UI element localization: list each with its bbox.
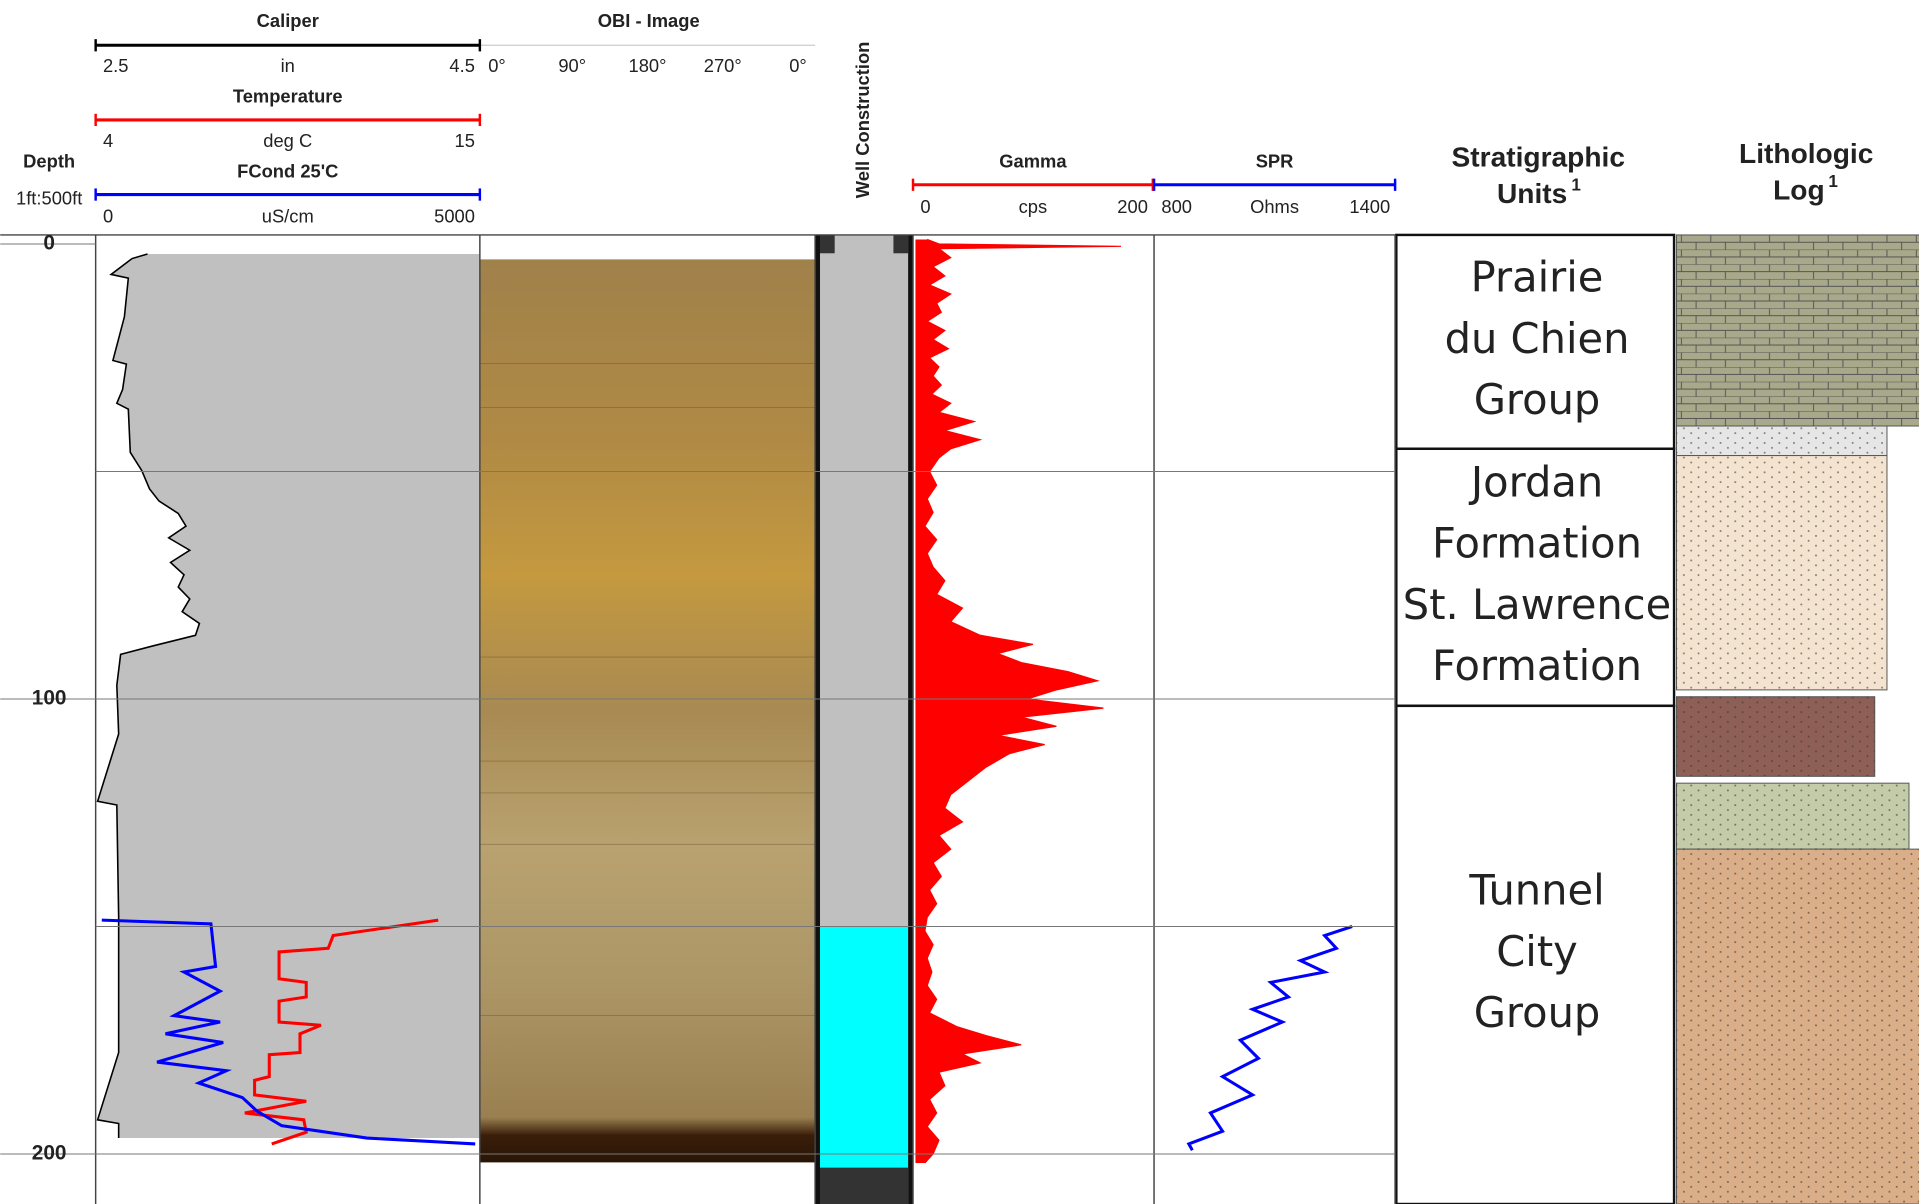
- depth-title: Depth: [23, 151, 75, 172]
- track-title: Caliper: [257, 10, 319, 31]
- y-tick-label: 0: [43, 232, 55, 255]
- strat-title: Stratigraphic: [1452, 142, 1625, 173]
- well-title: Well Construction: [852, 42, 873, 199]
- x-tick-label: 0°: [789, 55, 807, 76]
- litho-pattern: [1676, 426, 1887, 456]
- x-tick-label: 90°: [558, 55, 586, 76]
- x-tick-label: 4: [103, 130, 113, 151]
- strat-label: Group: [1474, 988, 1601, 1037]
- curve: [101, 918, 476, 1146]
- litho-pattern: [1676, 783, 1909, 850]
- x-tick-label: 4.5: [449, 55, 475, 76]
- strat-label: City: [1496, 927, 1578, 976]
- strat-label: du Chien: [1445, 314, 1630, 363]
- unit-label: cps: [1019, 196, 1048, 217]
- unit-label: uS/cm: [262, 206, 314, 227]
- strat-label: Formation: [1432, 641, 1642, 690]
- x-tick-label: 0: [103, 206, 113, 227]
- footnote-mark: 1: [1571, 175, 1581, 195]
- strat-label: Prairie: [1471, 253, 1604, 302]
- strat-unit: [1395, 704, 1676, 1204]
- y-tick-label: 200: [32, 1141, 67, 1164]
- curve: [244, 918, 439, 1146]
- curve: [96, 253, 201, 1139]
- litho-pattern: [1676, 849, 1919, 1204]
- curve: [924, 238, 1122, 1164]
- strat-label: St. Lawrence: [1403, 580, 1671, 629]
- strat-label: Group: [1474, 375, 1601, 424]
- x-tick-label: 800: [1161, 196, 1192, 217]
- litho-pattern: [1676, 696, 1875, 777]
- x-tick-label: 0: [920, 196, 930, 217]
- strat-label: Formation: [1432, 519, 1642, 568]
- gamma-fill: [915, 239, 1122, 1164]
- track-title: Gamma: [999, 151, 1067, 172]
- strat-title: Units: [1497, 178, 1567, 209]
- track-title: Temperature: [233, 86, 343, 107]
- well-interval: [820, 1167, 909, 1204]
- unit-label: in: [281, 55, 295, 76]
- footnote-mark: 1: [1828, 171, 1838, 191]
- unit-label: Ohms: [1250, 196, 1299, 217]
- well-interval: [820, 234, 909, 927]
- well-cap: [820, 234, 835, 254]
- litho-pattern: [1676, 234, 1919, 427]
- obi-image: [479, 259, 816, 1163]
- caliper-fill: [97, 254, 480, 1139]
- track-title: FCond 25'C: [237, 160, 338, 181]
- x-tick-label: 5000: [434, 206, 475, 227]
- x-tick-label: 180°: [629, 55, 667, 76]
- well-interval: [820, 926, 909, 1168]
- strat-label: Jordan: [1468, 458, 1603, 507]
- x-tick-label: 270°: [704, 55, 742, 76]
- unit-label: deg C: [263, 130, 312, 151]
- y-tick-label: 100: [32, 686, 67, 709]
- x-tick-label: 0°: [488, 55, 506, 76]
- x-tick-label: 2.5: [103, 55, 129, 76]
- obi-title: OBI - Image: [598, 10, 700, 31]
- strat-label: Tunnel: [1468, 866, 1604, 915]
- litho-pattern: [1676, 455, 1887, 690]
- x-tick-label: 200: [1117, 196, 1148, 217]
- obi-streaks: [479, 362, 816, 1016]
- x-tick-label: 15: [455, 130, 475, 151]
- well-wall: [815, 234, 821, 1204]
- depth-scale: 1ft:500ft: [16, 187, 82, 208]
- curve: [1186, 925, 1353, 1152]
- x-tick-label: 1400: [1349, 196, 1390, 217]
- well-wall: [908, 234, 914, 1204]
- litho-title: Lithologic: [1739, 138, 1873, 169]
- litho-title: Log: [1773, 175, 1825, 206]
- well-cap: [893, 234, 909, 254]
- track-title: SPR: [1256, 151, 1294, 172]
